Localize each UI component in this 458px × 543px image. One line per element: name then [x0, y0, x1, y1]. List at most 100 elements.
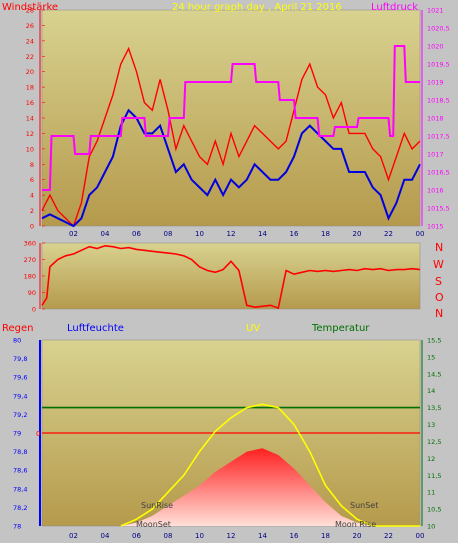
wind-y-tick: 18: [26, 84, 34, 92]
compass-n-bottom: N: [435, 307, 443, 320]
chart-title: 24 hour graph day , April 21 2016: [172, 2, 342, 13]
wind-y-tick: 10: [26, 145, 34, 153]
temperature-y-tick: 10,5: [427, 506, 441, 514]
weather-x-tick: 14: [258, 532, 267, 540]
wind-x-tick: 06: [132, 230, 141, 238]
wind-gust-line: [41, 46, 421, 228]
temperature-y-tick: 14,5: [427, 370, 441, 378]
wind-x-tick: 00: [416, 230, 425, 238]
pressure-y-tick: 1020: [427, 43, 444, 51]
pressure-y-tick: 1019: [427, 79, 444, 87]
weather-x-tick: 12: [227, 532, 236, 540]
humidity-y-tick: 78: [13, 523, 21, 531]
temperature-y-tick: 12,5: [427, 438, 441, 446]
rain-y-tick: 0: [36, 430, 40, 438]
pressure-y-tick: 1021: [427, 7, 444, 15]
compass-o: O: [435, 291, 444, 304]
direction-y-tick: 0: [32, 306, 36, 314]
wind-y-tick: 16: [26, 99, 34, 107]
rain-label: Regen: [2, 323, 34, 334]
pressure-y-tick: 1019,5: [427, 61, 450, 69]
pressure-y-tick: 1016,5: [427, 169, 450, 177]
wind-y-tick: 14: [26, 115, 34, 123]
humidity-y-tick: 79,4: [13, 392, 27, 400]
weather-x-tick: 16: [290, 532, 299, 540]
compass-w: W: [433, 258, 444, 271]
compass-s: S: [435, 275, 442, 288]
weather-x-tick: 10: [195, 532, 204, 540]
humidity-y-tick: 78,4: [13, 485, 27, 493]
wind-x-tick: 10: [195, 230, 204, 238]
weather-x-tick: 22: [384, 532, 393, 540]
pressure-y-tick: 1017,5: [427, 133, 450, 141]
direction-y-tick: 360: [24, 240, 36, 248]
wind-y-tick: 24: [26, 37, 34, 45]
humidity-y-tick: 78,8: [13, 448, 27, 456]
uv-label: UV: [246, 323, 260, 334]
moonrise-label: Moon Rise: [335, 520, 376, 529]
wind-y-tick: 6: [30, 176, 34, 184]
pressure-y-tick: 1018: [427, 115, 444, 123]
wind-x-tick: 08: [164, 230, 173, 238]
pressure-label: Luftdruck: [371, 2, 418, 13]
wind-y-tick: 4: [30, 192, 34, 200]
wind-y-tick: 0: [30, 223, 34, 231]
direction-line: [41, 244, 421, 310]
temperature-y-tick: 12: [427, 455, 435, 463]
temperature-area: [42, 448, 420, 526]
wind-y-tick: 28: [26, 7, 34, 15]
temperature-y-tick: 11,5: [427, 472, 441, 480]
humidity-y-tick: 79,8: [13, 355, 27, 363]
wind-x-tick: 14: [258, 230, 267, 238]
weather-x-tick: 20: [353, 532, 362, 540]
uv-line: [120, 403, 420, 527]
weather-x-tick: 06: [132, 532, 141, 540]
wind-y-tick: 26: [26, 22, 34, 30]
humidity-y-tick: 78,6: [13, 467, 27, 475]
temperature-y-tick: 10: [427, 523, 435, 531]
pressure-y-tick: 1015,5: [427, 205, 450, 213]
temperature-y-tick: 15: [427, 353, 435, 361]
humidity-label: Luftfeuchte: [67, 323, 124, 334]
direction-y-tick: 180: [24, 273, 36, 281]
pressure-y-tick: 1016: [427, 187, 444, 195]
humidity-y-tick: 79: [13, 430, 21, 438]
sunrise-label: SunRise: [141, 501, 173, 510]
moonset-label: MoonSet: [136, 520, 171, 529]
temperature-y-tick: 15,5: [427, 337, 441, 345]
pressure-y-tick: 1018,5: [427, 97, 450, 105]
temperature-y-tick: 13: [427, 421, 435, 429]
sunset-label: SunSet: [350, 501, 378, 510]
humidity-y-tick: 79,6: [13, 374, 27, 382]
wind-x-tick: 04: [101, 230, 110, 238]
humidity-y-tick: 79,2: [13, 411, 27, 419]
wind-average-line: [41, 108, 421, 228]
wind-y-tick: 8: [30, 161, 34, 169]
compass-n-top: N: [435, 241, 443, 254]
temperature-y-tick: 13,5: [427, 404, 441, 412]
wind-x-tick: 02: [69, 230, 78, 238]
wind-x-tick: 22: [384, 230, 393, 238]
wind-y-tick: 12: [26, 130, 34, 138]
wind-y-tick: 20: [26, 68, 34, 76]
direction-panel: [41, 242, 421, 310]
wind-y-tick: 22: [26, 53, 34, 61]
weather-x-tick: 02: [69, 532, 78, 540]
weather-x-tick: 18: [321, 532, 330, 540]
pressure-y-tick: 1020,5: [427, 25, 450, 33]
weather-x-tick: 00: [416, 532, 425, 540]
wind-y-tick: 2: [30, 207, 34, 215]
wind-x-tick: 18: [321, 230, 330, 238]
weather-x-tick: 04: [101, 532, 110, 540]
direction-y-tick: 90: [28, 289, 36, 297]
pressure-line: [42, 45, 420, 191]
wind-x-tick: 12: [227, 230, 236, 238]
humidity-y-tick: 78,2: [13, 504, 27, 512]
temperature-y-tick: 14: [427, 387, 435, 395]
pressure-y-tick: 1017: [427, 151, 444, 159]
direction-y-tick: 270: [24, 256, 36, 264]
humidity-y-tick: 80: [13, 337, 21, 345]
temperature-y-tick: 11: [427, 489, 435, 497]
